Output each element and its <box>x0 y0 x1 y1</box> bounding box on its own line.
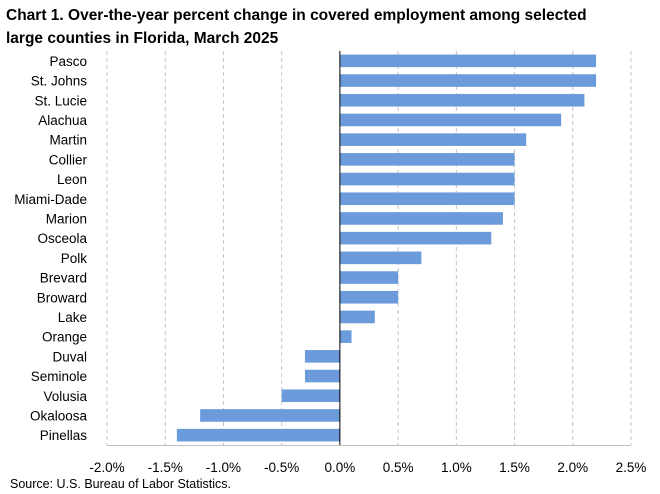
x-tick-label-4: 0.0% <box>324 460 355 475</box>
category-label-duval: Duval <box>52 349 87 364</box>
bar-seminole <box>304 369 340 383</box>
bar-orange <box>339 330 352 343</box>
bar-martin <box>339 133 527 146</box>
bar-broward <box>339 290 399 304</box>
bar-pasco <box>339 54 597 68</box>
x-tick-label-1: -1.5% <box>148 460 183 475</box>
source-note: Source: U.S. Bureau of Labor Statistics. <box>10 477 231 491</box>
axes <box>107 51 631 446</box>
category-label-leon: Leon <box>57 172 87 187</box>
category-label-okaloosa: Okaloosa <box>30 408 88 423</box>
bar-duval <box>304 350 340 363</box>
category-label-pinellas: Pinellas <box>40 428 88 443</box>
category-label-miami-dade: Miami-Dade <box>14 192 87 207</box>
category-label-broward: Broward <box>37 290 87 305</box>
x-tick-label-5: 0.5% <box>383 460 414 475</box>
bars <box>176 54 597 442</box>
x-tick-label-3: -0.5% <box>264 460 299 475</box>
category-label-marion: Marion <box>46 211 87 226</box>
bar-alachua <box>339 113 562 127</box>
category-label-brevard: Brevard <box>40 271 87 286</box>
category-label-st-johns: St. Johns <box>31 74 88 89</box>
bar-polk <box>339 251 422 265</box>
category-label-pasco: Pasco <box>49 54 87 69</box>
x-tick-labels: -2.0% -1.5% -1.0% -0.5% 0.0% 0.5% 1.0% 1.5% 2.0%… <box>89 460 646 475</box>
bar-marion <box>339 212 503 225</box>
category-labels: Pasco St. Johns St. Lucie Alachua Martin Coll… <box>14 54 87 443</box>
bar-st-johns <box>339 74 597 87</box>
category-label-alachua: Alachua <box>38 113 87 128</box>
category-label-lake: Lake <box>58 310 87 325</box>
gridlines <box>106 51 632 445</box>
x-tick-label-2: -1.0% <box>206 460 241 475</box>
bar-miami-dade <box>339 192 515 206</box>
bar-leon <box>339 172 515 186</box>
category-label-collier: Collier <box>49 152 88 167</box>
bar-collier <box>339 153 515 166</box>
chart-title: Chart 1. Over-the-year percent change in… <box>6 4 656 50</box>
chart-title-line-2: large counties in Florida, March 2025 <box>6 30 279 47</box>
category-label-martin: Martin <box>49 133 87 148</box>
category-label-orange: Orange <box>42 330 87 345</box>
x-tick-label-7: 1.5% <box>499 460 530 475</box>
category-label-st-lucie: St. Lucie <box>34 93 87 108</box>
bar-okaloosa <box>200 409 340 422</box>
bar-pinellas <box>176 428 340 442</box>
chart-title-line-1: Chart 1. Over-the-year percent change in… <box>6 7 587 24</box>
category-label-volusia: Volusia <box>43 389 87 404</box>
bar-volusia <box>281 389 340 403</box>
category-label-osceola: Osceola <box>37 231 87 246</box>
bar-osceola <box>339 231 492 245</box>
bar-brevard <box>339 271 399 284</box>
x-tick-label-0: -2.0% <box>89 460 124 475</box>
x-tick-label-6: 1.0% <box>441 460 472 475</box>
bar-st-lucie <box>339 93 585 107</box>
bar-lake <box>339 310 375 324</box>
category-label-polk: Polk <box>61 251 88 266</box>
x-tick-label-9: 2.5% <box>616 460 647 475</box>
category-label-seminole: Seminole <box>31 369 87 384</box>
x-tick-label-8: 2.0% <box>557 460 588 475</box>
